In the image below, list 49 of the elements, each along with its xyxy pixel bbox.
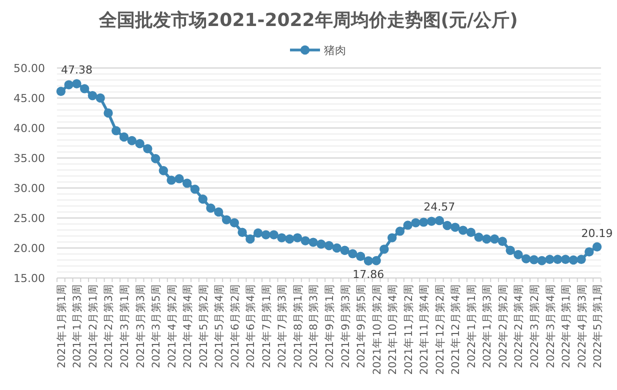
x-tick-label: 2021年7月第3周	[276, 284, 289, 368]
x-tick-label: 2021年1月第3周	[72, 284, 84, 368]
x-tick-label: 2021年6月第4周	[245, 284, 258, 368]
x-tick-label: 2021年9月第1周	[324, 284, 336, 368]
text: 45.00	[14, 92, 45, 105]
data-label: 47.38	[60, 64, 92, 77]
x-tick-label: 2021年3月第5周	[150, 284, 163, 368]
x-tick-label: 2021年2月第3周	[103, 284, 116, 368]
x-tick-label: 2021年11月第2周	[402, 284, 415, 375]
x-tick-label: 2022年5月第1周	[592, 284, 604, 368]
data-label: 24.57	[424, 200, 456, 214]
data-label: 17.86	[352, 268, 384, 281]
x-tick-label: 2022年3月第2周	[528, 284, 541, 368]
data-label: 20.19	[581, 226, 613, 240]
x-tick-label: 2021年1月第1周	[56, 284, 68, 368]
x-tick-label: 2022年4月第1周	[560, 284, 573, 368]
x-tick-label: 2021年6月第2周	[229, 284, 242, 368]
x-tick-label: 2021年10月第2周	[371, 284, 384, 375]
x-tick-label: 2022年2月第4周	[513, 284, 526, 368]
x-tick-label: 2021年8月第1周	[292, 284, 304, 368]
x-tick-label: 2021年4月第4周	[182, 284, 194, 368]
x-tick-label: 2021年8月第3周	[308, 284, 320, 368]
x-tick-label: 2021年10月第4周	[387, 284, 400, 375]
x-tick-label: 2022年4月第3周	[576, 284, 588, 368]
x-tick-label: 2022年1月第3周	[482, 284, 494, 368]
x-tick-label: 2021年5月第4周	[214, 284, 226, 368]
text: 30.00	[14, 182, 45, 195]
text: 15.00	[14, 272, 45, 285]
x-tick-label: 2022年2月第2周	[497, 284, 510, 368]
text: 35.00	[14, 152, 45, 165]
x-tick-label: 2021年7月第1周	[260, 284, 273, 368]
x-tick-label: 2021年3月第1周	[119, 284, 132, 368]
x-tick-label: 2022年3月第4周	[544, 284, 557, 368]
text: 40.00	[14, 122, 45, 135]
text: 50.00	[14, 62, 45, 75]
x-tick-label: 2021年9月第5周	[356, 284, 368, 368]
x-tick-label: 2022年1月第1周	[466, 284, 478, 368]
text: 20.00	[14, 242, 45, 255]
x-tick-label: 2021年2月第1周	[87, 284, 100, 368]
text: 25.00	[14, 212, 45, 225]
x-tick-label: 2021年12月第2周	[434, 284, 446, 375]
legend-label: 猪肉	[324, 44, 346, 57]
x-tick-label: 2021年11月第4周	[418, 284, 431, 375]
chart-title: 全国批发市场2021-2022年周均价走势图(元/公斤)	[98, 10, 518, 31]
x-tick-label: 2021年12月第4周	[450, 284, 462, 375]
x-tick-label: 2021年4月第2周	[166, 284, 178, 368]
x-tick-label: 2021年5月第2周	[198, 284, 210, 368]
x-tick-label: 2021年9月第3周	[340, 284, 352, 368]
x-tick-label: 2021年3月第3周	[134, 284, 147, 368]
